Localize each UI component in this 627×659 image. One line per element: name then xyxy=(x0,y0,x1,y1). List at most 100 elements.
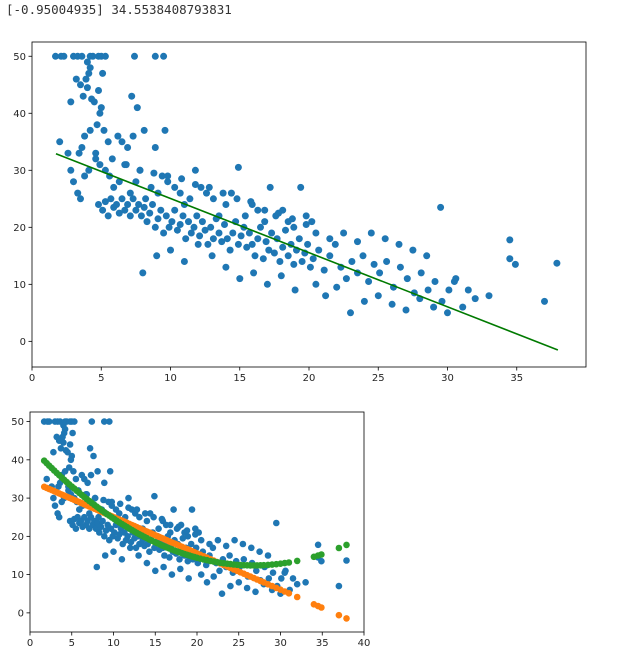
scatter-point xyxy=(74,189,82,197)
scatter-point xyxy=(162,212,170,220)
scatter-point xyxy=(208,252,216,260)
scatter-point xyxy=(118,556,126,563)
scatter-point xyxy=(326,252,334,260)
scatter-point xyxy=(60,52,68,60)
scatter-point xyxy=(65,464,73,471)
scatter-point xyxy=(268,229,276,237)
scatter-point xyxy=(129,195,137,203)
scatter-point xyxy=(302,579,309,586)
scatter-point xyxy=(113,201,120,208)
x-tick-label: 10 xyxy=(164,373,177,384)
scatter-point xyxy=(290,223,298,231)
scatter-point xyxy=(234,240,242,248)
scatter-point xyxy=(430,303,438,311)
linear-prediction-point xyxy=(343,615,350,622)
scatter-point xyxy=(81,172,89,180)
scatter-point xyxy=(367,229,375,237)
scatter-point xyxy=(157,206,165,214)
scatter-point xyxy=(233,195,241,203)
scatter-point xyxy=(459,303,467,311)
scatter-point xyxy=(252,567,260,575)
scatter-point xyxy=(222,263,230,271)
scatter-point xyxy=(57,445,65,452)
scatter-point xyxy=(248,240,256,248)
scatter-point xyxy=(360,297,368,305)
scatter-point xyxy=(541,297,548,305)
scatter-point xyxy=(104,138,112,146)
scatter-point xyxy=(201,226,209,234)
scatter-point xyxy=(56,138,64,146)
scatter-point xyxy=(84,479,91,487)
scatter-point xyxy=(471,295,479,303)
scatter-point xyxy=(388,300,396,308)
scatter-point xyxy=(237,232,245,240)
scatter-point xyxy=(167,246,174,254)
scatter-point xyxy=(248,544,255,552)
scatter-point xyxy=(89,52,97,60)
scatter-point xyxy=(383,258,391,265)
scatter-point xyxy=(343,557,350,564)
scatter-point xyxy=(93,563,101,571)
y-tick-label: 50 xyxy=(11,417,24,428)
scatter-point xyxy=(218,590,226,597)
scatter-point xyxy=(265,246,273,254)
scatter-point xyxy=(101,198,109,206)
scatter-point xyxy=(251,252,259,260)
scatter-point xyxy=(206,540,213,548)
scatter-point xyxy=(259,255,267,263)
scatter-point xyxy=(143,218,151,226)
linear-prediction-point xyxy=(285,590,293,597)
scatter-point xyxy=(176,221,184,228)
scatter-point xyxy=(417,269,425,277)
scatter-point xyxy=(160,229,168,237)
y-tick-label: 10 xyxy=(11,570,24,581)
scatter-point xyxy=(64,448,71,456)
scatter-point xyxy=(312,280,320,288)
scatter-point xyxy=(126,212,134,220)
scatter-point xyxy=(223,235,231,243)
scatter-point xyxy=(179,212,187,220)
scatter-point xyxy=(188,506,196,513)
scatter-point xyxy=(182,235,190,243)
scatter-point xyxy=(101,552,109,559)
scatter-point xyxy=(121,206,129,214)
scatter-point xyxy=(221,221,228,228)
scatter-point xyxy=(151,144,159,151)
scatter-point xyxy=(269,569,277,576)
x-tick-label: 35 xyxy=(510,373,523,384)
y-tick-label: 40 xyxy=(11,455,24,466)
scatter-point xyxy=(86,64,94,72)
scatter-point xyxy=(240,556,248,563)
scatter-point xyxy=(136,513,143,521)
scatter-point xyxy=(114,132,122,140)
scatter-point xyxy=(125,494,132,502)
scatter-point xyxy=(450,278,458,285)
x-tick-label: 20 xyxy=(303,373,316,384)
poly-prediction-point xyxy=(335,544,343,552)
scatter-point xyxy=(64,149,72,157)
scatter-point xyxy=(186,195,194,203)
scatter-point xyxy=(143,559,151,567)
scatter-point xyxy=(108,155,116,163)
scatter-point xyxy=(396,263,404,271)
scatter-point xyxy=(85,69,93,77)
scatter-point xyxy=(131,52,138,60)
scatter-point xyxy=(203,189,210,197)
scatter-point xyxy=(129,132,137,140)
scatter-point xyxy=(322,292,330,300)
scatter-point xyxy=(101,479,108,487)
scatter-point xyxy=(403,275,411,283)
scatter-point xyxy=(72,525,80,532)
scatter-point xyxy=(193,212,201,220)
scatter-point xyxy=(229,229,237,237)
scatter-point xyxy=(180,258,188,265)
scatter-point xyxy=(101,533,108,540)
scatter-point xyxy=(295,235,303,243)
scatter-point xyxy=(110,548,117,555)
scatter-point xyxy=(160,52,168,60)
scatter-point xyxy=(116,531,123,538)
scatter-point xyxy=(165,223,173,231)
poly-prediction-point xyxy=(343,541,350,549)
scatter-point xyxy=(161,126,169,134)
x-tick-label: 25 xyxy=(232,638,245,649)
